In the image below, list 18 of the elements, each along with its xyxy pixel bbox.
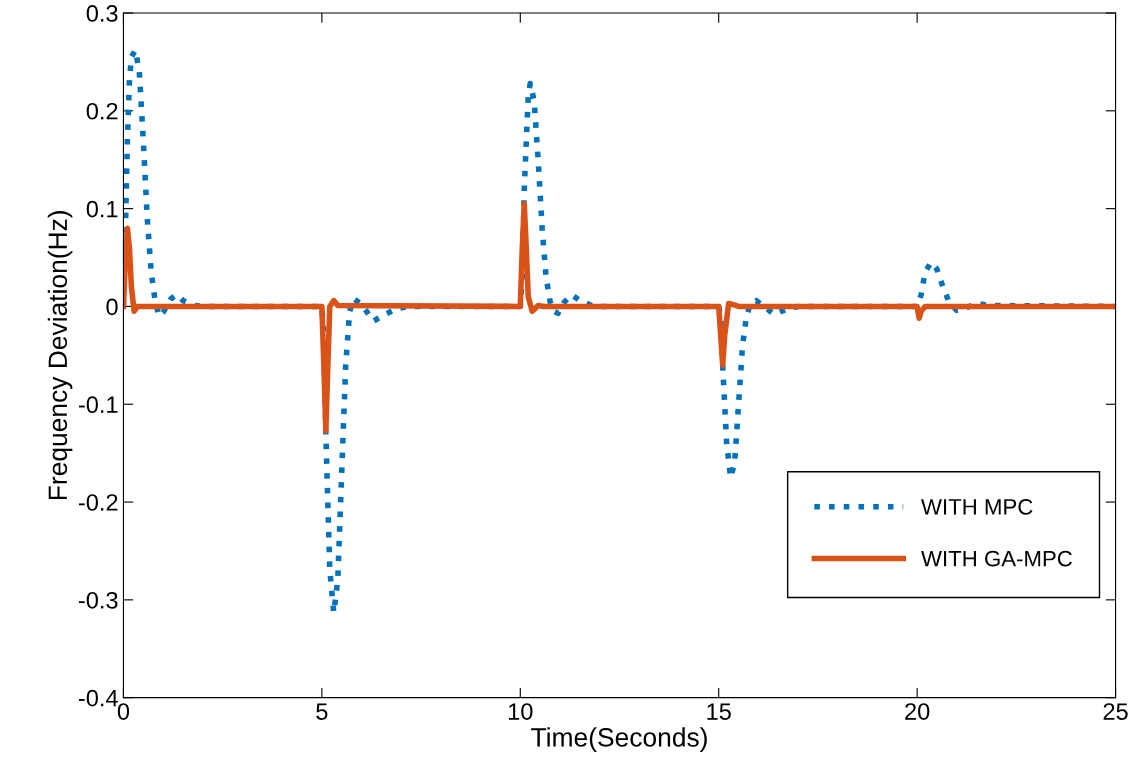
x-tick-label: 25 <box>1103 703 1128 720</box>
y-tick-label: -0.3 <box>78 591 118 609</box>
x-axis-title: Time(Seconds) <box>531 727 707 752</box>
x-tick-label: 5 <box>316 703 328 720</box>
legend-label: WITH MPC <box>921 498 1033 515</box>
x-tick-label: 0 <box>117 703 130 720</box>
y-tick-label: 0 <box>106 298 118 316</box>
x-tick-label: 10 <box>508 703 533 720</box>
y-axis-title: Frequency Deviation(Hz) <box>47 211 73 500</box>
x-tick-label: 15 <box>707 703 731 720</box>
x-tick-label: 20 <box>905 703 930 720</box>
y-tick-label: 0.3 <box>86 5 118 22</box>
y-tick-label: -0.2 <box>78 494 118 511</box>
y-tick-label: 0.2 <box>86 102 118 120</box>
y-tick-label: 0.1 <box>86 200 118 218</box>
y-tick-label: -0.1 <box>78 396 118 414</box>
y-tick-label: -0.4 <box>78 689 118 707</box>
legend-label: WITH GA-MPC <box>921 550 1072 567</box>
